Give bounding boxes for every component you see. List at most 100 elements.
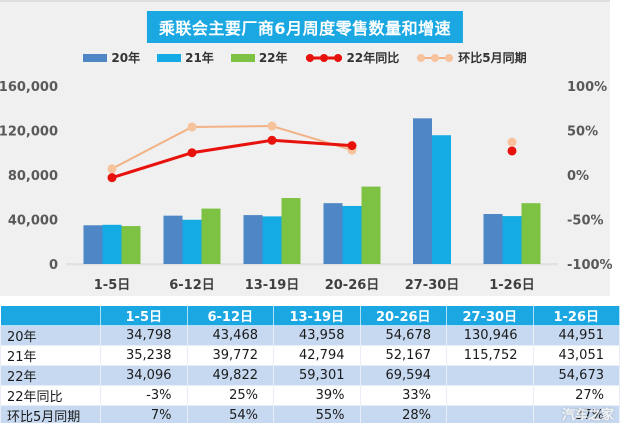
bar-20年-27-30日 [413,118,432,265]
category-label: 13-19日 [245,278,300,293]
bar-swatch-2022-icon [230,53,255,62]
x-axis-line [66,263,558,266]
table-cell: 55% [273,405,361,423]
bar-20年-6-12日 [163,215,183,264]
chart-title: 乘联会主要厂商6月周度零售数量和增速 [146,11,464,43]
point-环比5月同期 [267,121,277,131]
bar-20年-1-26日 [483,213,503,264]
table-cell: 43,051 [532,345,620,366]
table-column-header: 20-26日 [359,305,447,326]
bar-22年-13-19日 [281,198,301,264]
table-cell: 44,951 [532,325,620,346]
table-cell: 33% [359,385,447,406]
table-cell: 28% [359,405,447,423]
right-axis-tick: -100% [567,258,613,273]
right-axis-tick: -50% [567,214,604,229]
bar-swatch-2020-icon [83,53,108,62]
table-cell: 25% [186,385,274,406]
left-axis-tick: 160,000 [0,80,58,95]
table-cell [446,405,534,423]
right-axis-tick: 0% [567,169,589,184]
bar-22年-1-26日 [521,203,541,264]
bar-swatch-2021-icon [157,53,182,62]
table-cell: 39% [273,385,361,406]
table-cell: -3% [100,385,188,406]
point-22年同比 [267,135,277,145]
legend-label-yoy: 22年同比 [346,51,400,65]
legend-item-mom: 环比5月同期 [416,49,527,66]
table-cell [446,365,534,386]
table-cell: 37% [532,405,620,423]
table-cell: 34,798 [100,325,188,346]
table-cell: 59,301 [273,365,361,386]
left-axis-tick: 40,000 [8,214,58,229]
right-axis-tick: 100% [567,80,607,95]
table-column-header: 1-26日 [532,305,620,326]
table-row: 21年 35,238 39,772 42,794 52,167 115,752 43,051 [0,345,620,366]
table-header: 1-5日 6-12日 13-19日 20-26日 27-30日 1-26日 [0,305,620,326]
chart-legend: 20年 21年 22年 22年同比 [0,49,610,66]
bar-20年-13-19日 [243,215,263,264]
bar-22年-20-26日 [361,186,381,264]
bar-21年-20-26日 [342,205,362,264]
category-label: 1-5日 [94,278,131,293]
table-cell: 115,752 [446,345,534,366]
row-label: 21年 [0,345,101,366]
bar-20年-1-5日 [83,225,103,264]
data-table: 1-5日 6-12日 13-19日 20-26日 27-30日 1-26日 20年 34,7… [0,305,620,423]
table-cell: 34,096 [100,365,188,386]
category-label: 1-26日 [489,278,535,293]
legend-label-2021: 21年 [185,51,214,65]
table-column-header: 27-30日 [446,305,534,326]
legend-item-yoy: 22年同比 [305,49,400,66]
chart-panel: 0 40,000 80,000 120,000 160,000 -100% -50% 0% 50… [0,0,613,296]
table-cell: 42,794 [273,345,361,366]
left-axis-tick: 80,000 [8,169,58,184]
table-cell: 54,673 [532,365,620,386]
bar-21年-6-12日 [182,219,202,264]
table-cell: 43,958 [273,325,361,346]
table-column-header: 1-5日 [100,305,188,326]
line-marker-yoy-icon [305,53,342,62]
category-label: 27-30日 [405,278,460,293]
legend-label-mom: 环比5月同期 [458,51,527,65]
left-axis-tick: 120,000 [0,125,58,140]
bar-20年-20-26日 [323,203,343,264]
right-axis-tick: 50% [567,125,598,140]
table-cell [446,385,534,406]
table-cell: 27% [532,385,620,406]
bar-21年-13-19日 [262,216,282,264]
table-row: 22年同比 -3% 25% 39% 33% 27% [0,385,620,406]
row-label: 22年同比 [0,385,101,406]
table-cell: 130,946 [446,325,534,346]
table-corner-cell [0,305,101,326]
legend-item-2020: 20年 [83,49,140,66]
row-label: 20年 [0,325,101,346]
row-label: 环比5月同期 [0,405,101,423]
bar-21年-1-5日 [102,224,122,264]
table-column-header: 13-19日 [273,305,361,326]
table-column-header: 6-12日 [186,305,274,326]
table-cell: 49,822 [186,365,274,386]
bar-21年-1-26日 [502,216,522,264]
table-cell: 35,238 [100,345,188,366]
table-cell: 39,772 [186,345,274,366]
point-22年同比 [107,173,117,183]
line-22年同比 [111,138,353,180]
data-table-wrap: 1-5日 6-12日 13-19日 20-26日 27-30日 1-26日 20年 34,7… [0,305,620,423]
point-22年同比 [507,146,517,156]
bar-22年-1-5日 [121,226,141,264]
table-cell: 54,678 [359,325,447,346]
point-环比5月同期 [507,137,517,147]
legend-item-2022: 22年 [230,49,288,66]
left-axis-tick: 0 [49,258,58,273]
category-label: 6-12日 [169,278,215,293]
table-cell: 54% [186,405,274,423]
table-row: 22年 34,096 49,822 59,301 69,594 54,673 [0,365,620,386]
table-cell: 43,468 [186,325,274,346]
point-环比5月同期 [107,164,117,174]
bar-21年-27-30日 [432,135,451,264]
table-cell: 69,594 [359,365,447,386]
point-22年同比 [187,148,197,158]
legend-item-2021: 21年 [157,49,214,66]
